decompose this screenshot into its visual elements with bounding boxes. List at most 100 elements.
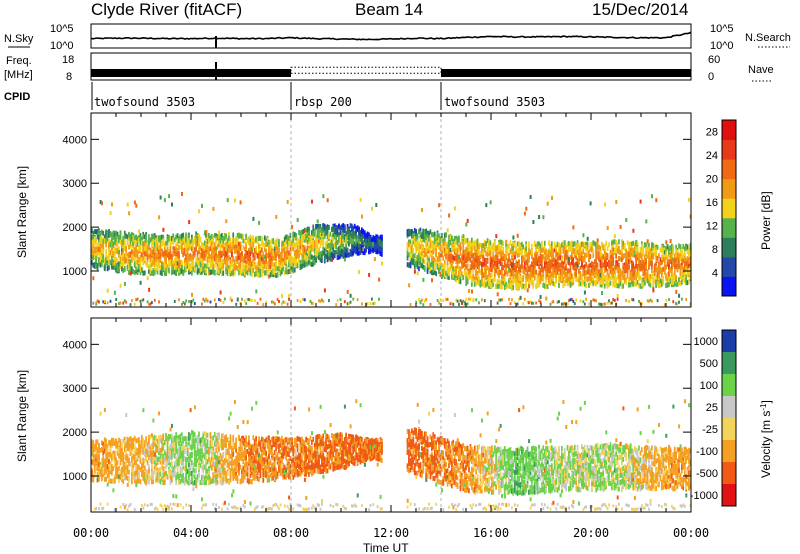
data-cell — [188, 260, 190, 266]
data-cell — [271, 270, 273, 276]
data-cell — [136, 241, 139, 247]
data-cell — [183, 265, 186, 271]
data-cell — [208, 238, 210, 244]
data-cell — [249, 238, 252, 244]
data-cell — [99, 200, 102, 204]
data-cell — [163, 245, 166, 251]
data-cell — [128, 269, 130, 275]
data-cell — [298, 251, 300, 257]
data-cell — [229, 263, 232, 269]
data-cell — [116, 262, 119, 268]
data-cell — [192, 266, 195, 272]
data-cell — [213, 253, 216, 259]
data-cell — [412, 233, 415, 239]
data-cell — [448, 239, 450, 245]
data-cell — [342, 239, 345, 245]
data-cell — [125, 245, 127, 251]
data-cell — [482, 272, 485, 278]
data-cell — [582, 257, 585, 263]
data-cell — [568, 240, 570, 246]
data-cell — [128, 251, 130, 257]
data-cell — [205, 297, 208, 301]
data-cell — [122, 240, 125, 246]
data-cell — [181, 248, 183, 254]
data-cell — [206, 239, 209, 244]
data-cell — [261, 271, 263, 277]
data-cell — [452, 302, 455, 306]
data-cell — [558, 300, 560, 304]
data-cell — [256, 271, 259, 277]
data-cell — [206, 258, 209, 263]
data-cell — [236, 256, 239, 262]
data-cell — [241, 233, 243, 239]
data-cell — [142, 270, 145, 276]
data-cell — [223, 297, 226, 301]
data-cell — [268, 274, 271, 279]
data-cell — [253, 238, 256, 244]
data-cell — [212, 259, 215, 265]
data-cell — [239, 252, 242, 258]
data-cell — [336, 298, 339, 302]
data-cell — [163, 241, 166, 247]
data-cell — [298, 229, 300, 235]
data-cell — [418, 266, 420, 272]
data-cell — [256, 266, 259, 272]
data-cell — [102, 300, 105, 304]
data-cell — [175, 242, 177, 248]
data-cell — [238, 250, 240, 256]
data-cell — [263, 246, 266, 252]
data-cell — [559, 246, 562, 252]
data-cell — [356, 298, 359, 302]
data-cell — [199, 236, 202, 242]
data-cell — [203, 299, 206, 303]
data-cell — [598, 256, 600, 262]
data-cell — [216, 254, 219, 260]
data-cell — [135, 298, 138, 302]
data-cell — [248, 257, 250, 263]
data-cell — [223, 259, 226, 265]
data-cell — [205, 252, 207, 258]
data-cell — [192, 245, 195, 251]
data-cell — [92, 249, 95, 255]
data-cell — [266, 241, 269, 247]
data-cell — [262, 267, 265, 273]
data-cell — [218, 233, 220, 239]
data-cell — [123, 266, 126, 272]
data-cell — [215, 246, 218, 251]
data-cell — [448, 248, 450, 253]
data-cell — [223, 250, 226, 256]
data-cell — [438, 267, 440, 273]
data-cell — [179, 239, 182, 245]
data-cell — [231, 252, 233, 258]
data-cell — [145, 261, 147, 267]
data-cell — [528, 284, 531, 289]
data-cell — [258, 250, 260, 256]
data-cell — [273, 252, 276, 258]
data-cell — [111, 232, 113, 238]
data-cell — [173, 299, 176, 303]
data-cell — [182, 232, 185, 238]
data-cell — [131, 231, 133, 237]
data-cell — [136, 297, 139, 301]
data-cell — [123, 299, 126, 303]
data-cell — [256, 301, 259, 305]
data-cell — [148, 253, 150, 259]
data-cell — [225, 255, 227, 261]
data-cell — [161, 261, 163, 267]
data-cell — [163, 261, 166, 266]
data-cell — [133, 262, 136, 268]
data-cell — [273, 248, 276, 254]
data-cell — [145, 246, 147, 252]
data-cell — [231, 270, 233, 276]
data-cell — [108, 256, 110, 262]
data-cell — [378, 297, 380, 301]
data-cell — [209, 235, 212, 241]
data-cell — [352, 234, 355, 240]
data-cell — [296, 263, 299, 269]
data-cell — [179, 267, 182, 273]
nave-label: Nave — [748, 64, 774, 76]
data-cell — [253, 299, 256, 303]
data-cell — [498, 266, 500, 272]
data-cell — [516, 233, 519, 238]
data-cell — [96, 262, 99, 268]
